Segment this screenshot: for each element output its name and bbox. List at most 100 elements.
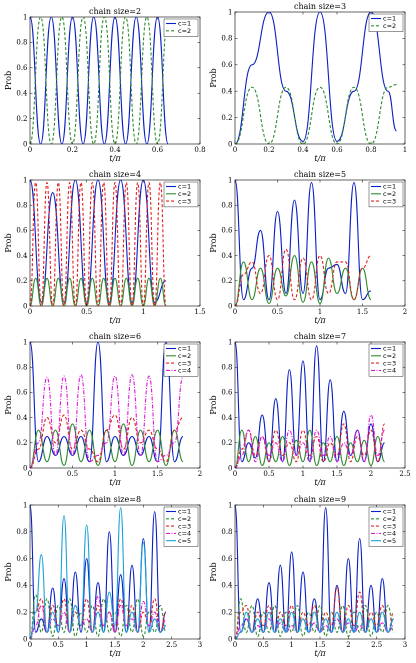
x-tick-label: 1.5 [109,641,120,649]
x-tick-label: 0 [233,470,237,478]
x-tick-label: 2 [369,470,373,478]
y-tick-label: 0.8 [221,202,232,210]
legend-label: c=5 [178,537,191,545]
x-axis-label: t/π [109,154,121,163]
series-line [30,595,167,639]
chart-title: chain size=5 [294,170,346,179]
y-tick-label: 0.8 [16,364,27,372]
x-tick-label: 1.5 [194,308,205,316]
x-tick-label: 2 [403,308,407,316]
x-tick-label: 1 [84,641,88,649]
series-group [30,17,169,144]
legend-label: c=3 [383,197,396,205]
y-axis-label: Prob [4,71,13,90]
x-tick-label: 0.5 [67,470,78,478]
legend-label: c=2 [178,190,191,198]
legend-label: c=3 [383,522,396,530]
chart-panel: 0 0.2 0.4 0.6 0.8 1 0 0.2 0.4 0.6 0.8 1 chain size=3… [209,2,407,163]
x-axis-label: t/π [314,316,326,325]
x-axis-label: t/π [109,316,121,325]
y-tick-label: 0.6 [16,389,28,397]
series-line [235,180,372,301]
legend-label: c=1 [178,183,191,191]
legend-label: c=2 [178,27,191,35]
legend: c=1c=2c=3 [368,181,404,208]
y-axis-label: Prob [209,395,218,414]
legend-label: c=4 [383,530,396,538]
series-group [235,342,386,468]
legend-label: c=2 [383,22,396,30]
chart-panel: 0 0.2 0.4 0.6 0.8 1 0 0.2 0.4 0.6 0.8 chain size=2 t… [4,7,206,163]
y-axis-label: Prob [209,233,218,252]
series-line [235,598,395,639]
y-tick-label: 0 [23,302,27,310]
y-tick-label: 0.6 [16,64,28,72]
y-tick-label: 0.2 [16,115,27,123]
y-tick-label: 1 [228,8,232,16]
legend-label: c=1 [383,183,396,191]
legend-label: c=2 [383,352,396,360]
x-tick-label: 0.5 [263,470,274,478]
legend-label: c=2 [178,352,191,360]
y-tick-label: 0.4 [16,90,28,98]
y-tick-label: 0.2 [16,277,27,285]
legend-label: c=1 [383,15,396,23]
y-tick-label: 0.4 [221,88,233,96]
chart-title: chain size=7 [294,332,346,341]
y-tick-label: 1 [23,501,27,509]
y-tick-label: 0.4 [16,252,28,260]
chart-panel: 0 0.2 0.4 0.6 0.8 1 0 0.5 1 1.5 2 chain size=6 t/π Pr… [4,332,202,487]
y-tick-label: 0.8 [16,202,27,210]
x-tick-label: 0.4 [109,146,121,154]
y-tick-label: 1 [23,338,27,346]
legend-box [368,506,404,547]
x-tick-label: 0 [28,146,32,154]
x-tick-label: 1 [301,470,305,478]
legend: c=1c=2c=3c=4c=5 [368,506,404,547]
y-axis-label: Prob [4,395,13,414]
legend-label: c=4 [178,530,191,538]
x-tick-label: 0.5 [272,308,283,316]
y-axis-label: Prob [4,233,13,252]
series-line [235,429,386,468]
legend-label: c=5 [383,537,396,545]
legend-label: c=1 [178,508,191,516]
x-tick-label: 1.5 [331,470,342,478]
y-tick-label: 0.8 [16,528,27,536]
legend-label: c=1 [178,345,191,353]
series-line [235,255,372,306]
y-tick-label: 0.2 [16,439,27,447]
series-line [235,342,385,463]
x-tick-label: 1 [289,641,293,649]
x-tick-label: 2 [198,470,202,478]
series-group [235,505,395,639]
legend: c=1c=2c=3 [163,181,199,208]
y-tick-label: 0.8 [221,35,232,43]
legend-label: c=4 [383,367,396,375]
x-axis-label: t/π [314,154,326,163]
chart-title: chain size=2 [89,7,141,16]
y-tick-label: 0.6 [221,389,233,397]
x-tick-label: 0 [28,641,32,649]
x-tick-label: 0 [28,308,32,316]
y-tick-label: 1 [228,501,232,509]
y-tick-label: 0 [228,302,232,310]
x-tick-label: 3 [198,641,202,649]
x-tick-label: 0 [233,308,237,316]
y-tick-label: 1 [23,13,27,21]
x-tick-label: 0.5 [53,641,64,649]
y-axis-label: Prob [209,562,218,581]
chart-panel: 0 0.2 0.4 0.6 0.8 1 0 0.5 1 1.5 2 2.5 3 chain size=9 t… [209,495,407,658]
series-line [235,248,372,306]
y-tick-label: 0.4 [221,414,233,422]
series-line [30,342,184,463]
series-line [30,17,169,144]
x-tick-label: 0 [233,641,237,649]
x-axis-label: t/π [109,478,121,487]
y-tick-label: 1 [23,176,27,184]
y-tick-label: 0.4 [221,582,233,590]
x-tick-label: 3 [403,641,407,649]
y-tick-label: 0.2 [221,609,232,617]
legend-box [163,506,199,547]
y-tick-label: 0.4 [16,414,28,422]
